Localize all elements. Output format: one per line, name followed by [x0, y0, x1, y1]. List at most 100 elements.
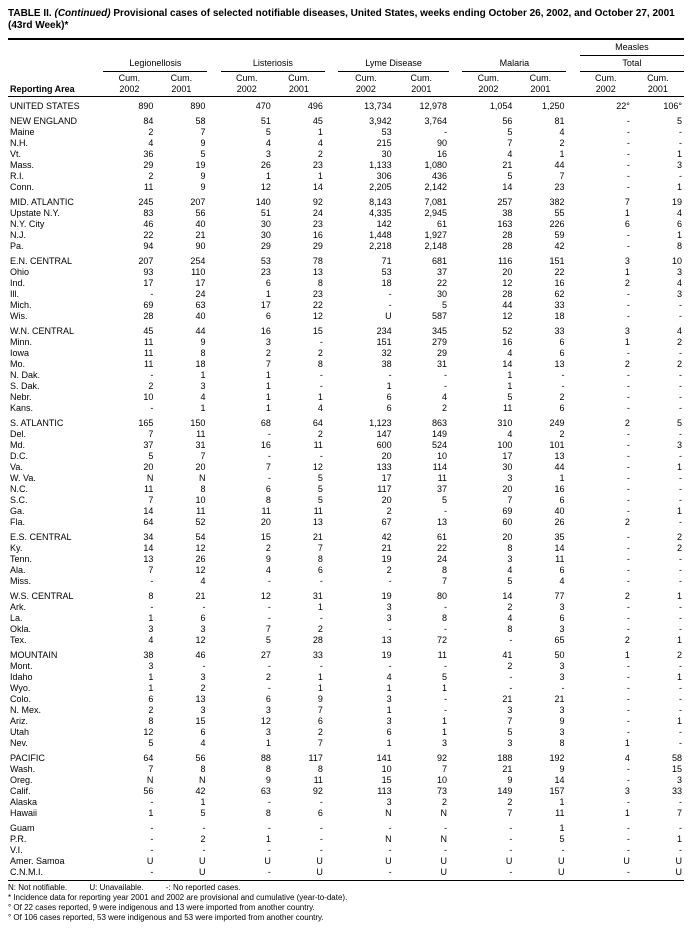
data-cell: 8,143 [338, 193, 393, 208]
data-cell: 24 [394, 554, 449, 565]
data-cell: 234 [338, 322, 393, 337]
data-cell: 3 [632, 440, 684, 451]
data-cell: - [580, 403, 632, 414]
data-cell: 61 [394, 219, 449, 230]
data-cell: 33 [273, 646, 325, 661]
data-cell: 5 [103, 738, 155, 749]
data-cell: 4 [221, 138, 273, 149]
data-cell: 14 [514, 775, 566, 786]
data-cell: 8 [221, 808, 273, 819]
data-cell: 890 [103, 97, 155, 113]
data-cell: 11 [103, 182, 155, 193]
data-cell: 9 [155, 138, 207, 149]
data-cell: 16 [221, 440, 273, 451]
data-cell: 11 [155, 506, 207, 517]
data-cell: 14 [103, 506, 155, 517]
data-cell: 2 [462, 602, 514, 613]
data-cell: U [155, 856, 207, 867]
data-cell: 2 [514, 138, 566, 149]
data-cell: 4 [462, 149, 514, 160]
data-cell: 9 [462, 775, 514, 786]
data-cell: 1 [221, 834, 273, 845]
data-cell: 2 [221, 543, 273, 554]
col-cum2001: Cum.2001 [394, 72, 449, 97]
data-cell: 11 [394, 646, 449, 661]
data-cell: 1 [514, 149, 566, 160]
table-row: N.J.222130161,4481,9272859-1 [8, 230, 684, 241]
data-cell: - [580, 543, 632, 554]
data-cell: 31 [155, 440, 207, 451]
area-cell: N.Y. City [8, 219, 103, 230]
data-cell: 65 [514, 635, 566, 646]
data-cell: 14 [462, 182, 514, 193]
table-row: Utah126326153-- [8, 727, 684, 738]
data-cell: 8 [103, 716, 155, 727]
data-cell: - [273, 576, 325, 587]
table-row: Conn.11912142,2052,1421423-1 [8, 182, 684, 193]
data-cell: 2,945 [394, 208, 449, 219]
data-cell: - [580, 705, 632, 716]
data-cell: 11 [514, 808, 566, 819]
table-row: Guam-------1-- [8, 819, 684, 834]
data-cell: 23 [221, 267, 273, 278]
data-cell: U [338, 311, 393, 322]
data-cell: 207 [155, 193, 207, 208]
data-cell: 58 [155, 112, 207, 127]
data-cell: - [632, 348, 684, 359]
data-cell: 2 [273, 149, 325, 160]
data-cell: 11 [514, 554, 566, 565]
data-cell: - [221, 613, 273, 624]
data-cell: 5 [273, 473, 325, 484]
data-cell: 16 [514, 484, 566, 495]
data-cell: 6 [514, 348, 566, 359]
data-cell: 9 [514, 764, 566, 775]
data-cell: 6 [514, 403, 566, 414]
data-cell: - [221, 602, 273, 613]
data-cell: 61 [394, 528, 449, 543]
data-cell: - [580, 845, 632, 856]
data-cell: - [394, 845, 449, 856]
data-cell: 3 [462, 738, 514, 749]
data-cell: - [103, 819, 155, 834]
data-cell: 7 [273, 738, 325, 749]
data-cell: 7 [103, 565, 155, 576]
data-cell: - [580, 683, 632, 694]
data-cell: 1 [632, 635, 684, 646]
data-cell: - [462, 834, 514, 845]
data-cell: 140 [221, 193, 273, 208]
data-cell: 1,927 [394, 230, 449, 241]
data-cell: 3 [632, 267, 684, 278]
data-cell: 149 [462, 786, 514, 797]
area-cell: Kans. [8, 403, 103, 414]
data-cell: 12 [273, 462, 325, 473]
data-cell: 1 [632, 587, 684, 602]
data-cell: - [580, 554, 632, 565]
data-cell: 18 [514, 311, 566, 322]
data-cell: 1 [103, 672, 155, 683]
data-cell: - [221, 867, 273, 881]
data-cell: 5 [514, 834, 566, 845]
data-cell: 2 [338, 506, 393, 517]
data-cell: N [155, 473, 207, 484]
data-cell: 12 [273, 311, 325, 322]
data-cell: 12 [221, 587, 273, 602]
area-cell: P.R. [8, 834, 103, 845]
data-cell: N [103, 473, 155, 484]
data-cell: 5 [462, 171, 514, 182]
data-cell: - [580, 462, 632, 473]
data-cell: 1 [103, 808, 155, 819]
data-cell: 3 [462, 473, 514, 484]
data-cell: 1 [338, 683, 393, 694]
data-cell: 18 [338, 278, 393, 289]
table-row: P.R.-21-NN-5-1 [8, 834, 684, 845]
data-cell: 28 [273, 635, 325, 646]
data-cell: 21 [155, 587, 207, 602]
data-cell: - [221, 845, 273, 856]
data-cell: 7 [155, 451, 207, 462]
data-cell: - [580, 112, 632, 127]
data-cell: 58 [632, 749, 684, 764]
data-cell: 3 [221, 705, 273, 716]
data-cell: 3 [632, 775, 684, 786]
col-cum2002: Cum.2002 [221, 72, 273, 97]
table-title: TABLE II. (Continued) Provisional cases … [8, 8, 684, 32]
